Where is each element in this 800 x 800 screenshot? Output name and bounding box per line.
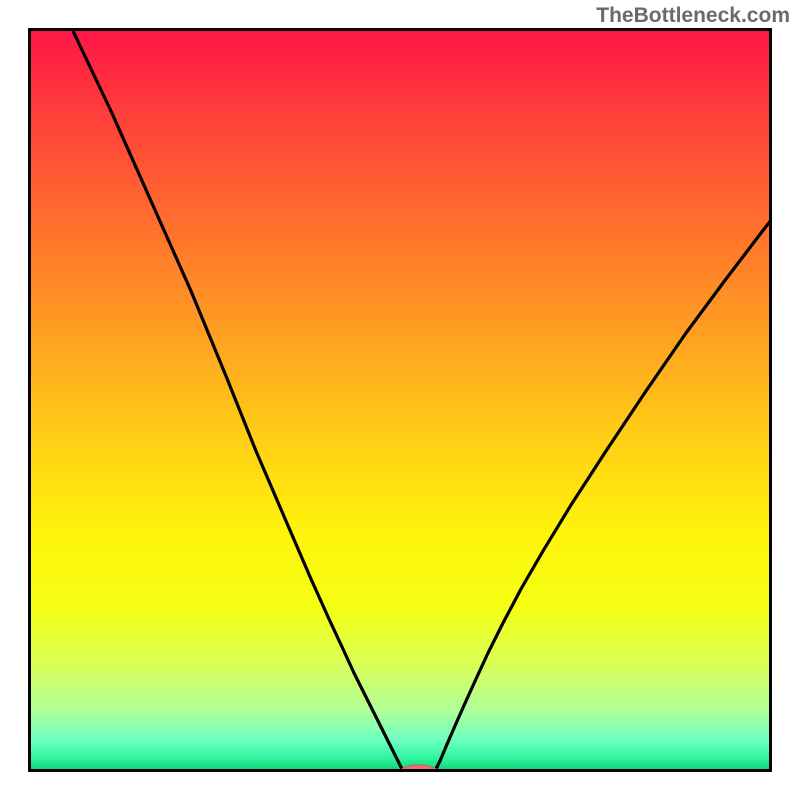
chart-container: TheBottleneck.com bbox=[0, 0, 800, 800]
watermark-text: TheBottleneck.com bbox=[596, 4, 790, 28]
chart-frame bbox=[28, 28, 772, 772]
